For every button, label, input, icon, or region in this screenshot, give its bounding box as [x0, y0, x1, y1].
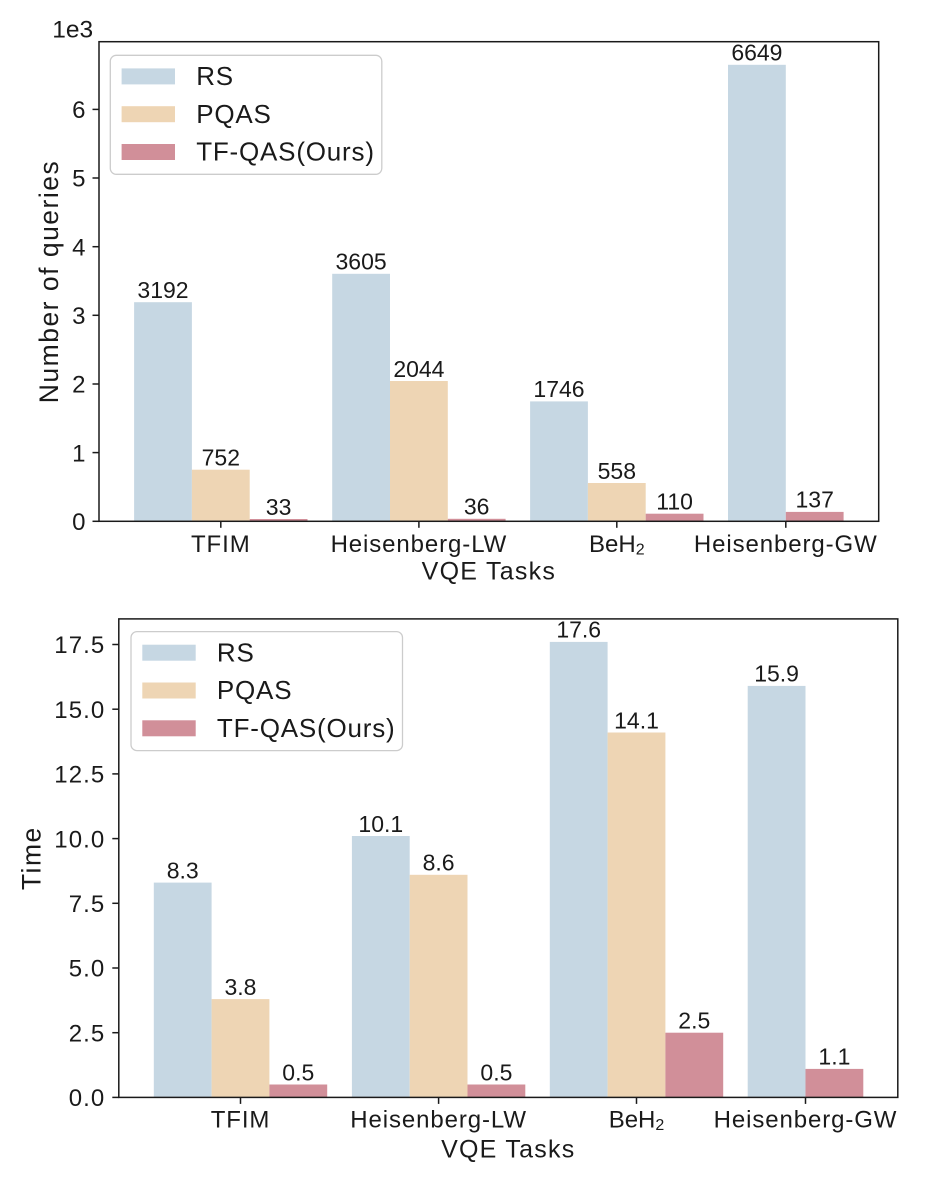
svg-text:2044: 2044	[393, 356, 444, 382]
svg-text:110: 110	[656, 489, 693, 515]
svg-text:2: 2	[72, 372, 85, 399]
svg-text:TF-QAS(Ours): TF-QAS(Ours)	[217, 713, 396, 743]
svg-text:3192: 3192	[137, 277, 188, 303]
svg-text:Heisenberg-LW: Heisenberg-LW	[331, 531, 508, 558]
svg-text:Heisenberg-LW: Heisenberg-LW	[350, 1106, 527, 1133]
svg-text:2.5: 2.5	[678, 1008, 710, 1034]
svg-text:TFIM: TFIM	[191, 531, 251, 558]
svg-text:1746: 1746	[533, 376, 584, 402]
svg-text:8.3: 8.3	[167, 857, 199, 883]
svg-text:0: 0	[72, 509, 85, 536]
svg-text:1e3: 1e3	[52, 16, 93, 43]
svg-text:VQE Tasks: VQE Tasks	[422, 557, 556, 585]
svg-text:8.6: 8.6	[423, 850, 455, 876]
svg-text:TF-QAS(Ours): TF-QAS(Ours)	[196, 137, 375, 167]
svg-text:15.9: 15.9	[754, 661, 799, 687]
svg-text:14.1: 14.1	[614, 707, 659, 733]
svg-text:10.0: 10.0	[54, 826, 105, 853]
svg-text:Time: Time	[16, 826, 46, 890]
svg-text:0.0: 0.0	[69, 1085, 106, 1112]
svg-text:Heisenberg-GW: Heisenberg-GW	[714, 1106, 898, 1133]
svg-text:0.5: 0.5	[282, 1059, 314, 1085]
svg-text:0.5: 0.5	[480, 1059, 512, 1085]
svg-text:PQAS: PQAS	[196, 99, 271, 129]
svg-text:6649: 6649	[731, 40, 782, 66]
svg-text:12.5: 12.5	[54, 762, 105, 789]
svg-text:Heisenberg-GW: Heisenberg-GW	[694, 531, 878, 558]
svg-text:RS: RS	[217, 637, 255, 667]
svg-text:5: 5	[72, 166, 85, 193]
svg-text:7.5: 7.5	[69, 891, 106, 918]
svg-text:558: 558	[598, 458, 636, 484]
svg-text:10.1: 10.1	[358, 811, 403, 837]
svg-text:4: 4	[72, 234, 85, 261]
svg-text:17.5: 17.5	[54, 632, 105, 659]
svg-text:2.5: 2.5	[69, 1020, 106, 1047]
svg-text:17.6: 17.6	[556, 617, 601, 643]
svg-text:RS: RS	[196, 61, 234, 91]
svg-text:Number of queries: Number of queries	[34, 160, 64, 404]
svg-text:3.8: 3.8	[225, 974, 257, 1000]
svg-text:BeH2: BeH2	[609, 1106, 665, 1134]
svg-text:15.0: 15.0	[54, 697, 105, 724]
svg-text:BeH2: BeH2	[589, 531, 645, 559]
svg-text:1: 1	[72, 440, 85, 467]
svg-text:33: 33	[266, 494, 292, 520]
svg-text:VQE Tasks: VQE Tasks	[441, 1135, 575, 1163]
svg-text:TFIM: TFIM	[211, 1106, 271, 1133]
svg-text:5.0: 5.0	[69, 956, 106, 983]
svg-text:137: 137	[796, 487, 834, 513]
svg-text:36: 36	[464, 494, 490, 520]
svg-text:6: 6	[72, 97, 85, 124]
svg-text:PQAS: PQAS	[217, 675, 292, 705]
svg-text:1.1: 1.1	[818, 1044, 850, 1070]
svg-text:3: 3	[72, 303, 85, 330]
svg-text:752: 752	[202, 445, 240, 471]
svg-text:3605: 3605	[336, 249, 387, 275]
